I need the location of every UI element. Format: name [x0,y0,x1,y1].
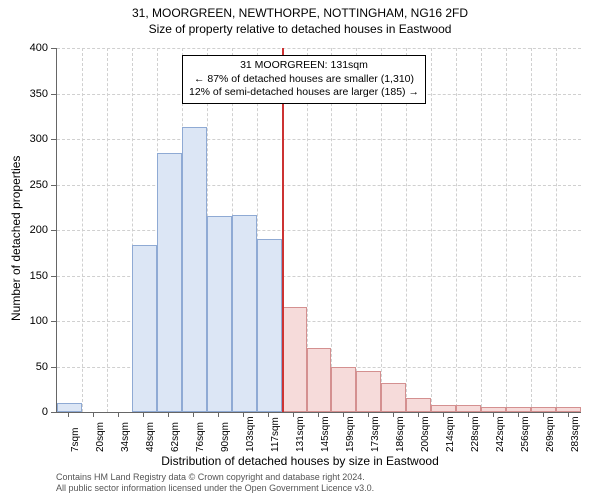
x-tick-label: 269sqm [545,416,556,452]
y-tick-label: 150 [0,270,48,282]
histogram-bar [456,405,481,412]
x-tick-mark [218,412,219,417]
y-tick-label: 200 [0,224,48,236]
histogram-bar [182,127,207,412]
x-tick-mark [468,412,469,417]
x-tick-mark [168,412,169,417]
x-tick-mark [318,412,319,417]
x-tick-label: 7sqm [70,428,81,452]
grid-line-v [481,48,482,412]
x-tick-label: 34sqm [120,422,131,452]
chart-title: 31, MOORGREEN, NEWTHORPE, NOTTINGHAM, NG… [0,6,600,20]
x-tick-label: 200sqm [420,416,431,452]
y-tick-label: 250 [0,179,48,191]
chart-container: 31, MOORGREEN, NEWTHORPE, NOTTINGHAM, NG… [0,0,600,500]
x-tick-mark [118,412,119,417]
histogram-bar [406,398,431,412]
histogram-bar [381,383,406,412]
chart-subtitle: Size of property relative to detached ho… [0,22,600,36]
x-tick-label: 186sqm [395,416,406,452]
x-tick-mark [393,412,394,417]
histogram-bar [257,239,282,412]
y-tick-label: 400 [0,42,48,54]
annotation-box: 31 MOORGREEN: 131sqm ← 87% of detached h… [182,55,426,104]
grid-line-v [556,48,557,412]
y-tick-label: 100 [0,315,48,327]
x-tick-mark [68,412,69,417]
histogram-bar [232,215,257,412]
y-tick-label: 350 [0,88,48,100]
x-tick-label: 131sqm [295,416,306,452]
grid-line-v [431,48,432,412]
x-tick-mark [93,412,94,417]
x-tick-mark [518,412,519,417]
grid-line-h [57,48,581,49]
histogram-bar [506,407,531,412]
histogram-bar [282,307,307,412]
y-tick-label: 300 [0,133,48,145]
x-tick-mark [193,412,194,417]
grid-line-v [456,48,457,412]
x-tick-mark [243,412,244,417]
x-tick-label: 145sqm [320,416,331,452]
x-tick-label: 76sqm [195,422,206,452]
x-tick-label: 228sqm [470,416,481,452]
annotation-line2: ← 87% of detached houses are smaller (1,… [189,73,419,87]
y-tick-label: 50 [0,361,48,373]
grid-line-v [82,48,83,412]
x-tick-label: 90sqm [220,422,231,452]
x-tick-mark [368,412,369,417]
x-tick-mark [293,412,294,417]
grid-line-h [57,139,581,140]
x-tick-mark [418,412,419,417]
x-axis-label: Distribution of detached houses by size … [0,454,600,468]
plot-area: 31 MOORGREEN: 131sqm ← 87% of detached h… [56,48,581,413]
histogram-bar [57,403,82,412]
footer: Contains HM Land Registry data © Crown c… [56,472,374,494]
histogram-bar [331,367,356,413]
annotation-line3: 12% of semi-detached houses are larger (… [189,86,419,100]
x-tick-mark [543,412,544,417]
x-tick-label: 159sqm [345,416,356,452]
x-tick-label: 256sqm [520,416,531,452]
footer-line1: Contains HM Land Registry data © Crown c… [56,472,374,483]
grid-line-v [107,48,108,412]
histogram-bar [556,407,581,412]
histogram-bar [431,405,456,412]
x-tick-mark [268,412,269,417]
x-tick-label: 48sqm [145,422,156,452]
x-tick-mark [443,412,444,417]
x-tick-label: 283sqm [570,416,581,452]
annotation-line1: 31 MOORGREEN: 131sqm [189,59,419,73]
x-tick-label: 214sqm [445,416,456,452]
histogram-bar [531,407,556,412]
histogram-bar [207,216,232,412]
x-tick-mark [343,412,344,417]
histogram-bar [356,371,381,412]
grid-line-h [57,230,581,231]
histogram-bar [132,245,157,412]
x-tick-label: 117sqm [270,417,281,452]
x-tick-label: 173sqm [370,416,381,452]
histogram-bar [157,153,182,412]
x-tick-label: 242sqm [495,416,506,452]
x-tick-label: 20sqm [95,422,106,452]
histogram-bar [307,348,332,412]
grid-line-h [57,185,581,186]
x-tick-label: 103sqm [245,416,256,452]
histogram-bar [481,407,506,412]
y-tick-label: 0 [0,406,48,418]
x-tick-label: 62sqm [170,422,181,452]
x-tick-mark [493,412,494,417]
footer-line3: All public sector information licensed u… [56,483,374,494]
x-tick-mark [568,412,569,417]
grid-line-v [506,48,507,412]
x-tick-mark [143,412,144,417]
grid-line-v [531,48,532,412]
